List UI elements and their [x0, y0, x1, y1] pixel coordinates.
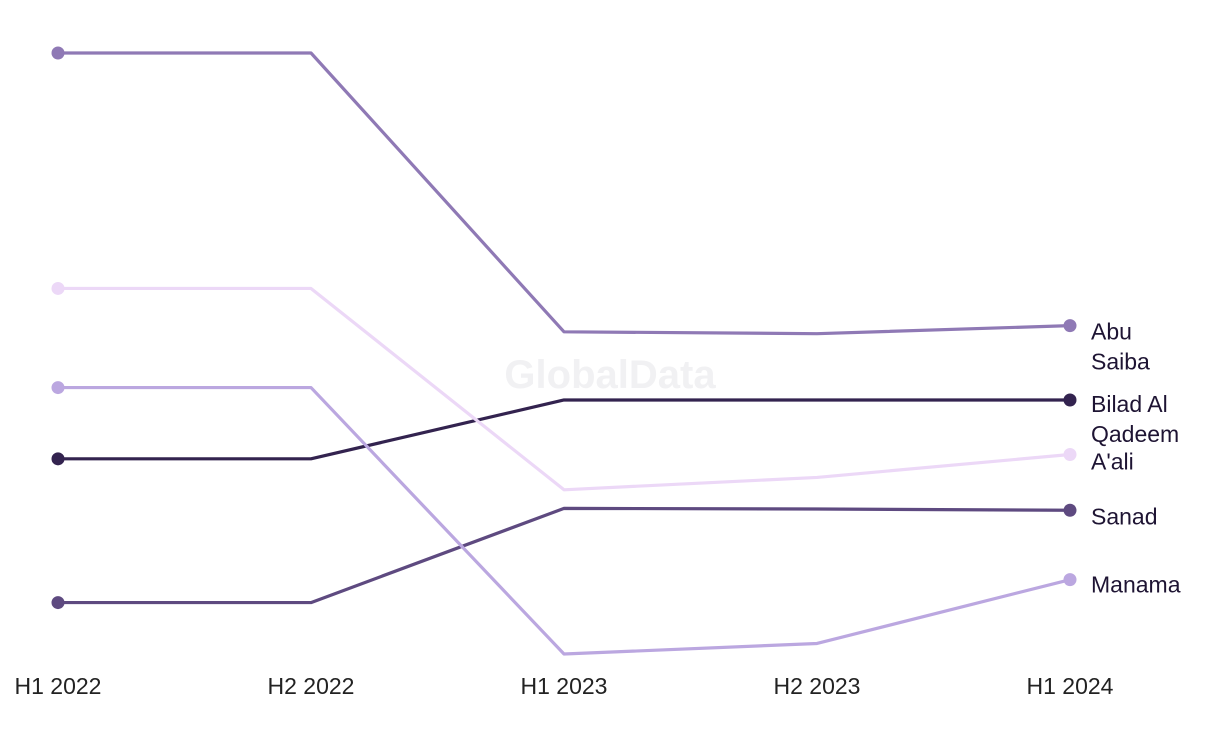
series-line-manama [58, 385, 1071, 656]
x-tick-label: H2 2023 [774, 673, 861, 699]
series-point-abu-saiba-start [51, 46, 65, 60]
series-points [51, 46, 1077, 610]
series-label-sanad: Sanad [1091, 503, 1158, 529]
series-point-abu-saiba-end [1063, 319, 1077, 333]
series-lines [58, 51, 1071, 656]
series-line-sanad [58, 506, 1071, 605]
series-point-sanad-start [51, 596, 65, 610]
series-point-sanad-end [1063, 503, 1077, 517]
series-line-bilad-al-qadeem [58, 398, 1070, 461]
series-point-bilad-al-qadeem-start [51, 452, 65, 466]
series-label-bilad-al-qadeem: Bilad Al Qadeem [1091, 391, 1179, 447]
x-tick-label: H1 2023 [521, 673, 608, 699]
x-tick-label: H1 2022 [15, 673, 102, 699]
series-label-manama: Manama [1091, 572, 1181, 598]
series-point-bilad-al-qadeem-end [1063, 393, 1077, 407]
series-line-abu-saiba [58, 51, 1071, 336]
series-point-manama-start [51, 381, 65, 395]
series-point-a-ali-start [51, 281, 65, 295]
series-point-manama-end [1063, 573, 1077, 587]
x-tick-label: H2 2022 [268, 673, 355, 699]
watermark: GlobalData [504, 353, 716, 397]
series-label-abu-saiba: Abu Saiba [1091, 319, 1150, 375]
x-axis: H1 2022 H2 2022 H1 2023 H2 2023 H1 2024 [15, 673, 1114, 699]
series-point-a-ali-end [1063, 447, 1077, 461]
x-tick-label: H1 2024 [1027, 673, 1114, 699]
series-line-a-ali [58, 286, 1071, 492]
series-label-a-ali: A'ali [1091, 448, 1134, 474]
